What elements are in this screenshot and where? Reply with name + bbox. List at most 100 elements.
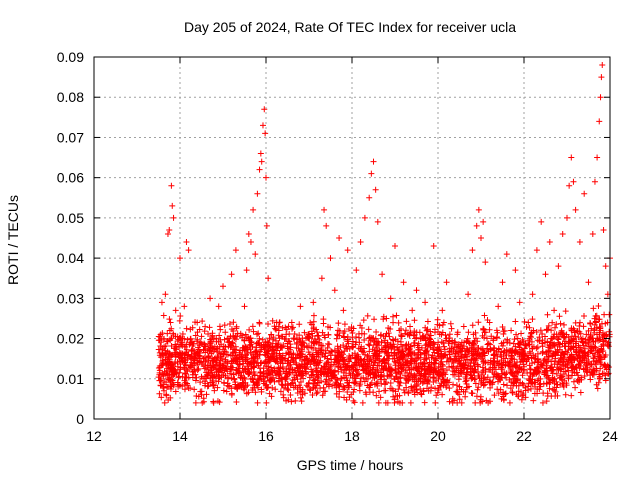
data-point [553, 321, 560, 328]
data-point [460, 362, 467, 369]
data-point [336, 332, 343, 339]
data-point [519, 347, 526, 354]
data-point [387, 380, 394, 387]
data-point [251, 371, 258, 378]
data-point [551, 387, 558, 394]
data-point [202, 349, 209, 356]
data-point [253, 331, 260, 338]
data-point [503, 251, 510, 258]
data-point [430, 375, 437, 382]
data-point [495, 362, 502, 369]
data-point [374, 218, 381, 225]
data-point [237, 330, 244, 337]
data-point [426, 359, 433, 366]
data-point [412, 383, 419, 390]
data-point [454, 331, 461, 338]
data-point [234, 386, 241, 393]
data-point [521, 363, 527, 370]
data-point [380, 333, 387, 340]
data-point [494, 360, 501, 367]
data-point [559, 380, 566, 387]
data-point [358, 343, 365, 350]
data-point [387, 371, 394, 378]
data-point [233, 366, 240, 373]
data-point [548, 358, 555, 365]
data-point [246, 326, 253, 333]
data-point [577, 389, 584, 396]
data-point [331, 382, 338, 389]
data-point [314, 379, 321, 386]
data-point [195, 346, 202, 353]
data-point [413, 287, 420, 294]
data-point [302, 368, 309, 375]
data-point [413, 360, 420, 367]
data-point [428, 384, 435, 391]
data-point [561, 333, 568, 340]
data-point [412, 335, 419, 342]
data-point [313, 390, 320, 397]
data-point [274, 343, 281, 350]
data-point [464, 363, 471, 370]
data-point [398, 333, 405, 340]
data-point [426, 335, 433, 342]
data-point [175, 383, 182, 390]
data-point [513, 331, 520, 338]
data-point [463, 377, 470, 384]
data-point [310, 299, 317, 306]
data-point [409, 387, 416, 394]
data-point [250, 353, 257, 360]
data-point [314, 389, 321, 396]
data-point [194, 349, 201, 356]
y-tick-label: 0.06 [57, 170, 84, 186]
data-point [557, 354, 564, 361]
data-point [427, 332, 434, 339]
data-point [279, 333, 286, 340]
data-point [210, 382, 217, 389]
data-point [292, 369, 299, 376]
data-point [378, 362, 385, 369]
data-point [465, 329, 472, 336]
data-point [455, 341, 462, 348]
data-point [523, 323, 530, 330]
data-point [265, 384, 272, 391]
data-point [224, 382, 231, 389]
data-point [333, 380, 340, 387]
data-point [323, 376, 330, 383]
data-point [341, 321, 348, 328]
data-point [575, 352, 582, 359]
data-point [512, 369, 519, 376]
data-point [575, 361, 582, 368]
data-point [325, 331, 332, 338]
data-point [550, 376, 557, 383]
data-point [293, 355, 300, 362]
data-point [400, 361, 407, 368]
data-point [396, 375, 403, 382]
data-point [230, 333, 237, 340]
data-point [555, 365, 562, 372]
data-point [422, 299, 429, 306]
data-point [401, 389, 408, 396]
data-point [377, 371, 384, 378]
y-tick-label: 0.01 [57, 371, 84, 387]
data-point [259, 336, 266, 343]
data-point [391, 399, 398, 406]
data-point [262, 358, 269, 365]
data-point [245, 389, 252, 396]
data-point [334, 343, 341, 350]
data-point [210, 374, 217, 381]
data-point [521, 318, 528, 325]
data-point [250, 376, 257, 383]
data-point [539, 399, 546, 406]
data-point [179, 355, 186, 362]
data-point [265, 353, 272, 360]
data-point [433, 392, 440, 399]
data-point [162, 291, 169, 298]
data-point [318, 371, 325, 378]
data-point [302, 371, 309, 378]
data-point [342, 360, 349, 367]
data-point [341, 384, 348, 391]
data-point [376, 388, 383, 395]
y-tick-label: 0.02 [57, 331, 84, 347]
data-point [606, 311, 613, 318]
data-point [167, 366, 174, 373]
